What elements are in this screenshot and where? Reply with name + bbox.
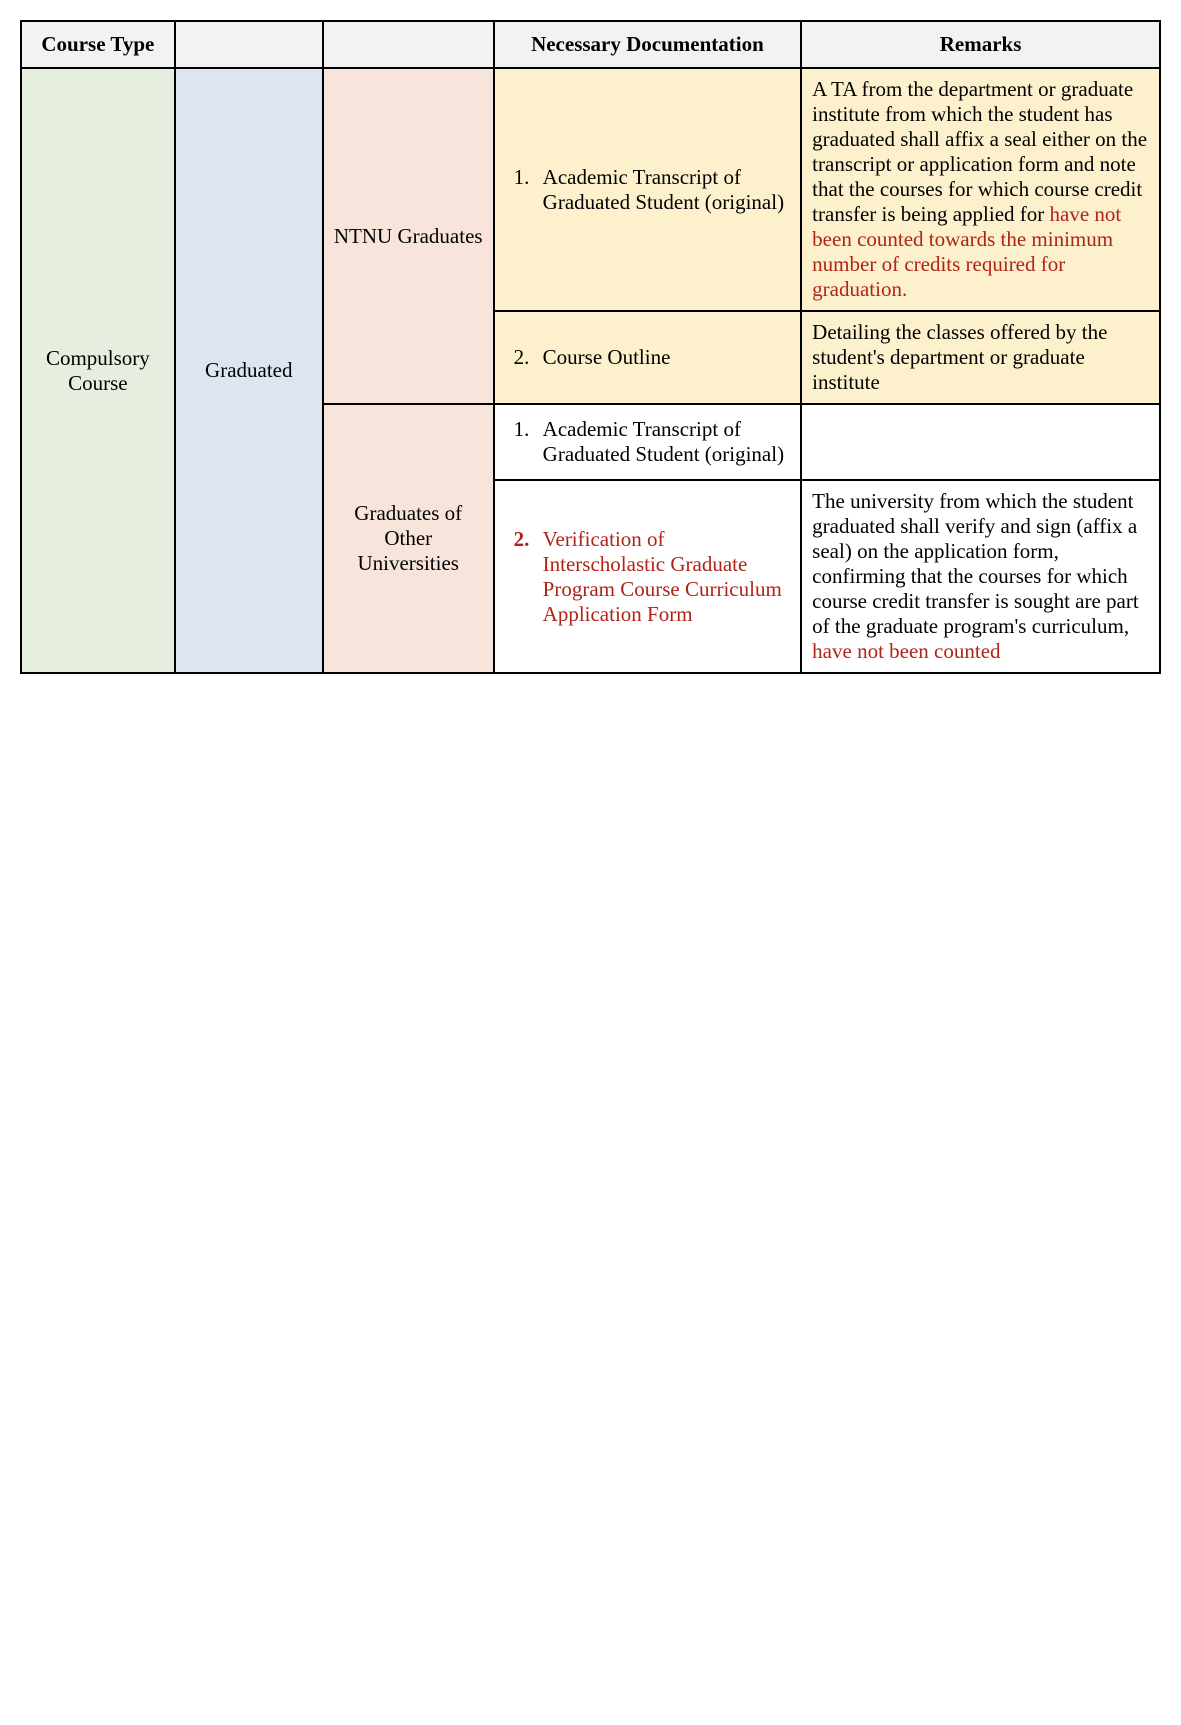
cell-other-universities: Graduates of Other Universities: [323, 404, 494, 673]
table-row: Compulsory Course Graduated NTNU Graduat…: [21, 68, 1160, 311]
header-col3: [323, 21, 494, 68]
cell-ntnu-remark2: Detailing the classes offered by the stu…: [801, 311, 1160, 404]
ntnu-doc1-text: Academic Transcript of Graduated Student…: [535, 165, 791, 215]
other-remark2-red: have not been counted: [812, 639, 1000, 663]
cell-other-doc1: Academic Transcript of Graduated Student…: [494, 404, 802, 480]
cell-ntnu-remark1: A TA from the department or graduate ins…: [801, 68, 1160, 311]
cell-ntnu-doc2: Course Outline: [494, 311, 802, 404]
cell-other-remark2: The university from which the student gr…: [801, 480, 1160, 673]
header-course-type: Course Type: [21, 21, 175, 68]
cell-course-type: Compulsory Course: [21, 68, 175, 673]
cell-other-remark1: [801, 404, 1160, 480]
table-header-row: Course Type Necessary Documentation Rema…: [21, 21, 1160, 68]
other-doc1-text: Academic Transcript of Graduated Student…: [535, 417, 791, 467]
cell-ntnu-doc1: Academic Transcript of Graduated Student…: [494, 68, 802, 311]
header-col2: [175, 21, 323, 68]
header-remarks: Remarks: [801, 21, 1160, 68]
cell-other-doc2: Verification of Interscholastic Graduate…: [494, 480, 802, 673]
other-doc2-text: Verification of Interscholastic Graduate…: [535, 527, 791, 627]
ntnu-doc2-text: Course Outline: [535, 345, 791, 370]
cell-status: Graduated: [175, 68, 323, 673]
cell-ntnu-graduates: NTNU Graduates: [323, 68, 494, 404]
header-documentation: Necessary Documentation: [494, 21, 802, 68]
credit-transfer-table: Course Type Necessary Documentation Rema…: [20, 20, 1161, 674]
other-remark2-prefix: The university from which the student gr…: [812, 489, 1139, 638]
